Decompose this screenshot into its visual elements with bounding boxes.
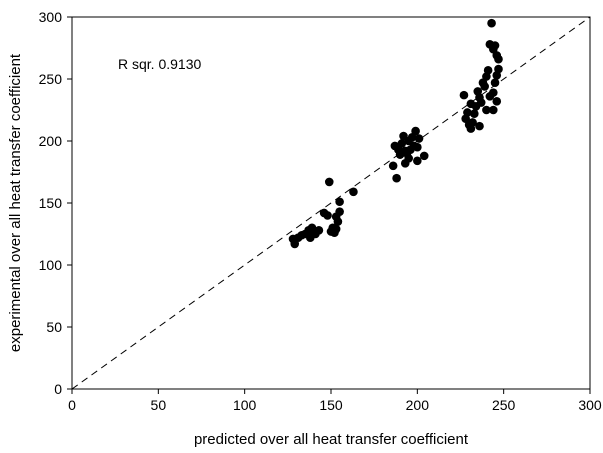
data-point [335, 197, 344, 207]
data-point [483, 66, 493, 75]
data-point [323, 211, 332, 220]
data-point [411, 126, 420, 136]
data-points [288, 18, 503, 249]
x-tick-label: 150 [319, 397, 343, 413]
data-point [468, 118, 477, 127]
r-squared-annotation: R sqr. 0.9130 [118, 56, 201, 72]
data-point [492, 97, 502, 106]
data-point [494, 54, 503, 64]
data-point [335, 207, 344, 216]
data-point [494, 64, 503, 74]
y-tick-label: 200 [39, 133, 63, 149]
data-point [397, 139, 407, 148]
y-tick-label: 250 [39, 71, 63, 87]
data-point [489, 105, 498, 115]
y-axis-title: experimental over all heat transfer coef… [7, 53, 24, 352]
x-tick-label: 50 [151, 397, 167, 413]
data-point [476, 98, 486, 107]
x-tick-label: 250 [492, 397, 516, 413]
y-tick-label: 50 [46, 319, 62, 335]
data-point [419, 151, 429, 161]
data-point [459, 90, 469, 100]
data-point [463, 108, 472, 117]
data-point [489, 44, 498, 54]
data-point [414, 134, 424, 143]
y-tick-label: 100 [39, 257, 63, 273]
data-point [490, 78, 500, 88]
x-tick-label: 300 [578, 397, 602, 413]
data-point [475, 121, 484, 131]
data-point [404, 154, 414, 163]
y-tick-label: 300 [39, 9, 63, 25]
data-point [480, 82, 489, 91]
x-axis-ticks: 0 50 100 150 200 250 300 [68, 389, 602, 413]
x-tick-label: 0 [68, 397, 76, 413]
data-point [470, 109, 479, 119]
data-point [413, 142, 422, 152]
data-point [333, 217, 343, 226]
x-tick-label: 100 [233, 397, 257, 413]
identity-reference-line [71, 16, 591, 390]
data-point [489, 88, 498, 97]
data-point [392, 173, 401, 183]
x-axis-title: predicted over all heat transfer coeffic… [194, 431, 469, 448]
y-tick-label: 0 [54, 381, 62, 397]
data-point [482, 105, 491, 115]
data-point [324, 177, 334, 187]
data-point [331, 224, 341, 234]
y-tick-label: 150 [39, 195, 63, 211]
data-point [413, 156, 422, 166]
x-tick-label: 200 [406, 397, 430, 413]
data-point [487, 18, 496, 28]
data-point [388, 161, 398, 171]
data-point [349, 187, 358, 197]
y-axis-ticks: 0 50 100 150 200 250 300 [39, 9, 72, 397]
data-point [314, 225, 324, 235]
